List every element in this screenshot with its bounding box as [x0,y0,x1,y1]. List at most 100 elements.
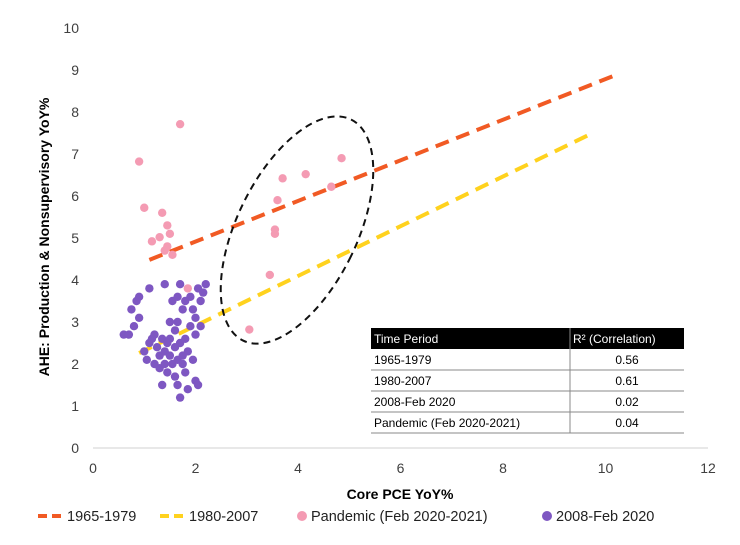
trend-lines [138,73,617,355]
x-tick-labels: 0 2 4 6 8 10 12 [89,460,716,476]
data-point [124,330,134,339]
y-axis-title: AHE: Production & Nonsupervisory YoY% [36,97,52,376]
data-point [165,229,175,238]
legend-swatch [542,511,552,521]
data-point [278,174,287,183]
x-tick-label: 0 [89,460,97,476]
x-tick-label: 8 [499,460,507,476]
data-point [160,246,169,255]
trend-line-1980-2007 [138,131,594,355]
data-point [175,280,185,289]
data-point [188,355,198,364]
trend-line-1965-1979 [148,73,617,262]
data-point [140,203,149,212]
data-point [186,292,195,301]
y-tick-label: 7 [71,146,79,162]
table-cell: 0.61 [615,374,639,388]
data-point [327,182,336,191]
y-tick-label: 4 [71,272,79,288]
data-point [186,322,195,331]
data-point [147,237,157,246]
data-point [150,330,159,339]
data-point [152,343,162,352]
data-point [173,380,182,390]
data-point [173,317,182,327]
data-point [193,380,203,390]
y-tick-label: 0 [71,440,79,456]
data-point [160,359,169,369]
y-tick-labels: 0 1 2 3 4 5 6 7 8 9 10 [63,20,79,456]
data-point [196,296,205,306]
data-point [188,305,198,314]
data-point [270,225,280,234]
y-tick-label: 2 [71,356,79,372]
x-tick-label: 10 [598,460,614,476]
table-cell: 0.02 [615,395,639,409]
legend-label: 2008-Feb 2020 [556,509,654,525]
data-point [155,232,164,242]
table-header-cell: Time Period [374,332,438,346]
data-point [134,157,144,166]
data-points [119,119,346,402]
y-tick-label: 3 [71,314,79,330]
table-cell: 0.04 [615,416,639,430]
data-point [178,305,187,314]
data-point [145,284,154,293]
table-header [371,328,684,349]
y-tick-label: 9 [71,62,79,78]
data-point [129,322,139,331]
data-point [201,280,210,289]
x-tick-label: 6 [397,460,405,476]
data-point [265,270,275,280]
legend-label: 1980-2007 [189,509,258,525]
data-point [196,322,205,331]
y-tick-label: 8 [71,104,79,120]
data-point [165,317,175,327]
data-point [163,368,172,377]
data-point [183,284,193,293]
data-point [173,292,182,301]
x-tick-label: 2 [192,460,200,476]
table-cell: 0.56 [615,353,639,367]
data-point [181,334,190,343]
data-point [191,330,200,339]
data-point [191,313,200,322]
data-point [301,169,310,179]
data-point [198,288,208,297]
data-point [175,119,185,129]
data-point [181,368,190,377]
y-tick-label: 5 [71,230,79,246]
data-point [157,208,167,217]
y-tick-label: 6 [71,188,79,204]
table-cell: 2008-Feb 2020 [374,395,456,409]
data-point [157,380,167,390]
data-point [160,280,169,289]
correlation-table: Time Period R² (Correlation) 1965-1979 0.56… [371,328,684,434]
data-point [163,221,172,230]
y-tick-label: 1 [71,398,79,414]
data-point [165,351,175,360]
highlight-ellipse [219,115,375,345]
data-point [127,305,136,314]
data-point [168,250,177,259]
table-cell: Pandemic (Feb 2020-2021) [374,416,520,430]
data-point [178,359,187,369]
data-point [134,292,144,301]
data-point [175,393,185,402]
data-point [337,154,346,163]
data-point [178,351,187,360]
legend-label: 1965-1979 [67,509,136,525]
data-point [170,372,180,381]
data-point [140,347,149,356]
x-tick-label: 12 [700,460,716,476]
x-tick-label: 4 [294,460,302,476]
legend-swatch [297,511,307,521]
data-point [170,326,180,335]
data-point [142,355,152,364]
data-point [134,313,144,322]
y-tick-label: 10 [63,20,79,36]
data-point [183,385,193,394]
table-header-cell: R² (Correlation) [573,332,656,346]
legend: 1965-1979 1980-2007 Pandemic (Feb 2020-202… [38,509,654,525]
